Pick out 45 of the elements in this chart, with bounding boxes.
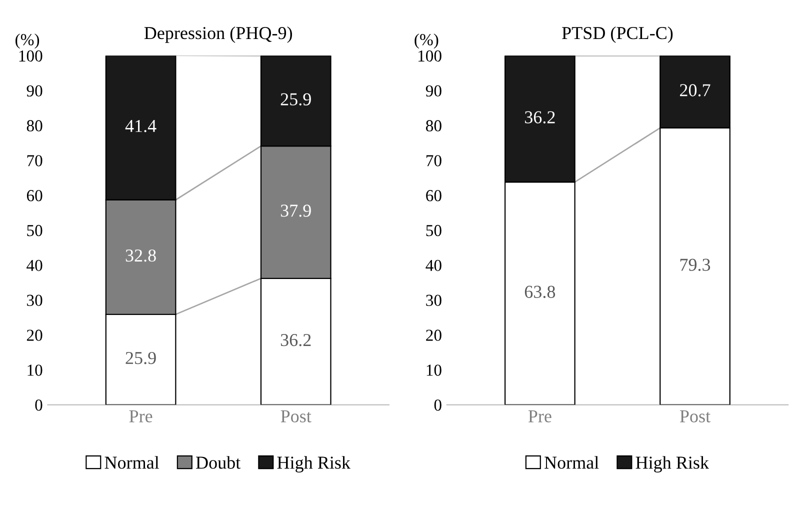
y-tick-label: 60 [426, 190, 442, 202]
y-tick-label: 80 [426, 120, 442, 132]
data-label: 63.8 [524, 286, 556, 298]
y-tick-label: 80 [26, 120, 42, 132]
legend-label: High Risk [277, 456, 350, 472]
y-tick-label: 70 [27, 155, 42, 166]
x-tick-label: Post [280, 410, 312, 422]
y-tick-label: 90 [426, 85, 442, 97]
y-tick-label: 90 [26, 85, 42, 97]
data-label: 37.9 [280, 204, 311, 217]
data-label: 79.3 [680, 258, 710, 271]
x-tick-label: Pre [528, 410, 552, 422]
y-tick-label: 50 [426, 224, 442, 236]
data-label: 32.8 [126, 249, 156, 262]
y-tick-label: 0 [434, 400, 442, 411]
y-tick-label: 70 [426, 155, 442, 166]
y-tick-label: 20 [426, 330, 442, 341]
data-label: 20.7 [680, 84, 710, 96]
data-label: 36.2 [280, 334, 311, 346]
legend-label: Normal [544, 456, 599, 469]
data-label: 25.9 [280, 93, 311, 106]
data-label: 41.4 [125, 120, 156, 132]
x-tick-label: Post [680, 410, 710, 422]
legend-label: Doubt [196, 456, 241, 469]
legend-label: High Risk [636, 456, 709, 472]
y-tick-label: 20 [26, 330, 42, 341]
y-axis-title: (%) [414, 34, 438, 49]
y-tick-label: 50 [27, 224, 42, 236]
y-tick-label: 100 [418, 50, 442, 62]
legend-label: Normal [104, 456, 160, 469]
data-label: 36.2 [525, 111, 555, 124]
y-axis-title: (%) [16, 34, 40, 49]
y-tick-label: 40 [26, 260, 42, 272]
y-tick-label: 30 [27, 294, 42, 306]
chart-title: Depression (PHQ-9) [144, 26, 292, 43]
y-tick-label: 40 [426, 260, 442, 272]
y-tick-label: 30 [426, 294, 442, 306]
y-tick-label: 10 [426, 364, 442, 376]
x-tick-label: Pre [129, 410, 152, 422]
y-tick-label: 0 [35, 400, 42, 411]
y-tick-label: 60 [26, 190, 42, 202]
chart-title: PTSD (PCL-C) [562, 26, 673, 43]
y-tick-label: 100 [19, 50, 42, 62]
y-tick-label: 10 [28, 364, 42, 376]
data-label: 25.9 [126, 352, 156, 364]
